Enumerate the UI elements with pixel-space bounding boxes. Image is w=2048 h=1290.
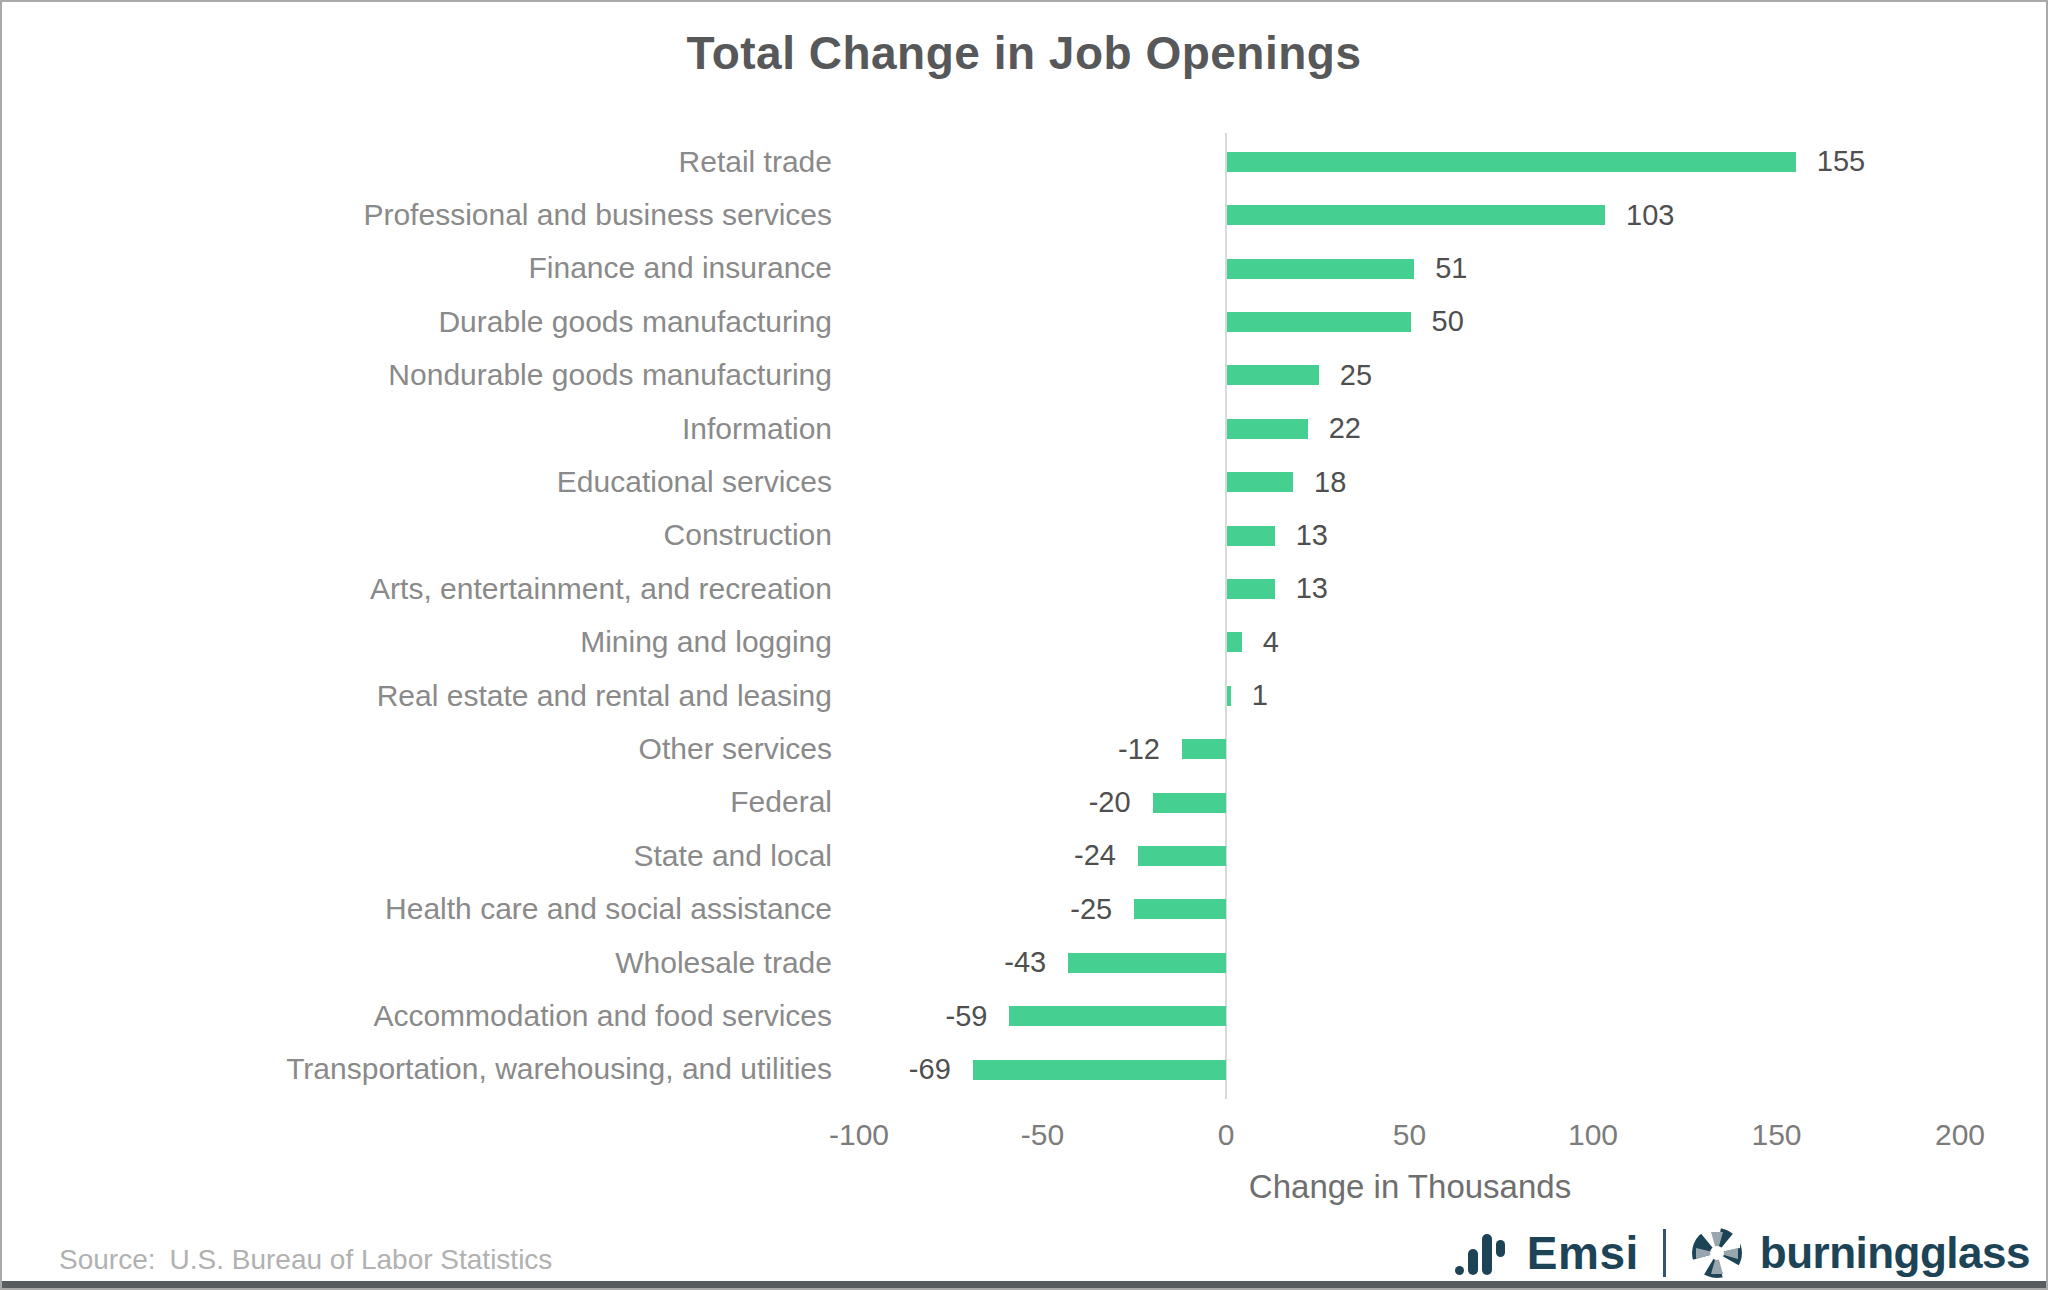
category-label: Federal [2, 776, 832, 829]
burningglass-wordmark: burningglass [1760, 1228, 2030, 1278]
logo-separator [1663, 1229, 1666, 1277]
value-label: -59 [687, 989, 987, 1042]
bar [1153, 793, 1226, 813]
value-label: 4 [1263, 616, 1279, 669]
value-label: -12 [860, 722, 1160, 775]
category-label: State and local [2, 829, 832, 882]
brand-logos: Emsi burningglass [1455, 1222, 2030, 1284]
bar [1227, 632, 1242, 652]
value-label: -25 [812, 883, 1112, 936]
category-label: Professional and business services [2, 188, 832, 241]
category-label: Retail trade [2, 135, 832, 188]
category-label: Arts, entertainment, and recreation [2, 562, 832, 615]
bar [1227, 526, 1275, 546]
category-label: Durable goods manufacturing [2, 295, 832, 348]
bar [1009, 1006, 1226, 1026]
source-label: Source: [59, 1244, 156, 1275]
category-label: Nondurable goods manufacturing [2, 349, 832, 402]
category-label: Other services [2, 722, 832, 775]
value-label: 103 [1626, 188, 1674, 241]
bar [1138, 846, 1226, 866]
value-label: -69 [651, 1043, 951, 1096]
value-label: -24 [816, 829, 1116, 882]
x-axis-title: Change in Thousands [1249, 1168, 1571, 1206]
x-tick-label: 150 [1751, 1118, 1801, 1152]
value-label: 155 [1817, 135, 1865, 188]
bar [1227, 205, 1605, 225]
x-tick-label: 50 [1393, 1118, 1426, 1152]
emsi-bars-icon [1455, 1228, 1511, 1278]
bar [1227, 152, 1796, 172]
value-label: -20 [831, 776, 1131, 829]
bar [1227, 365, 1319, 385]
bar [1227, 472, 1293, 492]
category-label: Educational services [2, 455, 832, 508]
category-label: Health care and social assistance [2, 883, 832, 936]
bar [973, 1060, 1226, 1080]
value-label: -43 [746, 936, 1046, 989]
value-label: 18 [1314, 455, 1346, 508]
x-tick-label: -50 [1021, 1118, 1064, 1152]
bar [1227, 259, 1414, 279]
bar [1068, 953, 1226, 973]
chart-frame: Total Change in Job Openings Retail trad… [0, 0, 2048, 1290]
value-label: 51 [1435, 242, 1467, 295]
category-label: Information [2, 402, 832, 455]
value-label: 22 [1329, 402, 1361, 455]
bar [1182, 739, 1226, 759]
x-tick-label: 0 [1218, 1118, 1235, 1152]
bar [1227, 419, 1308, 439]
value-label: 25 [1340, 349, 1372, 402]
category-label: Finance and insurance [2, 242, 832, 295]
category-label: Wholesale trade [2, 936, 832, 989]
window-bottom-edge [2, 1281, 2046, 1288]
bar [1227, 686, 1231, 706]
value-label: 13 [1296, 562, 1328, 615]
x-tick-label: -100 [829, 1118, 889, 1152]
category-label: Mining and logging [2, 616, 832, 669]
bar [1227, 579, 1275, 599]
category-label: Real estate and rental and leasing [2, 669, 832, 722]
bar [1134, 899, 1226, 919]
plot-area: Retail trade 155 Professional and business… [2, 2, 2046, 1288]
value-label: 50 [1432, 295, 1464, 348]
emsi-wordmark: Emsi [1527, 1226, 1639, 1280]
bar [1227, 312, 1411, 332]
burningglass-star-icon [1690, 1226, 1744, 1280]
category-label: Construction [2, 509, 832, 562]
x-tick-label: 200 [1935, 1118, 1985, 1152]
source-text: U.S. Bureau of Labor Statistics [170, 1244, 553, 1275]
source-note: Source: U.S. Bureau of Labor Statistics [59, 1244, 552, 1276]
value-label: 1 [1252, 669, 1268, 722]
value-label: 13 [1296, 509, 1328, 562]
x-tick-label: 100 [1568, 1118, 1618, 1152]
